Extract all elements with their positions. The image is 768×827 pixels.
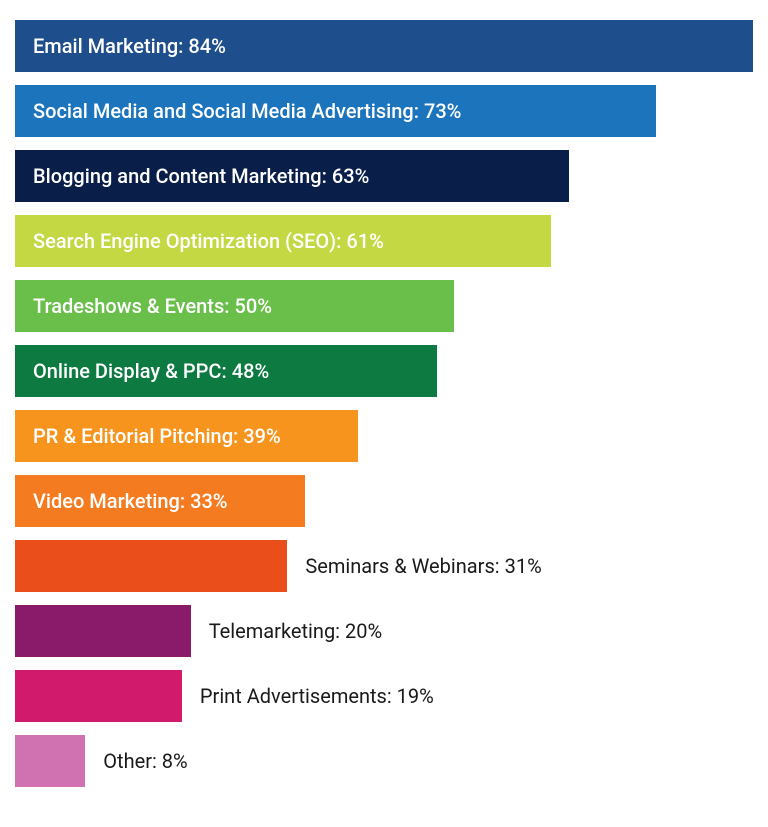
bar: Blogging and Content Marketing: 63% — [15, 150, 569, 202]
bar-label: Tradeshows & Events: 50% — [33, 294, 272, 318]
bar — [15, 670, 182, 722]
bar: Search Engine Optimization (SEO): 61% — [15, 215, 551, 267]
bar-row: PR & Editorial Pitching: 39% — [15, 410, 753, 462]
bar-label: Blogging and Content Marketing: 63% — [33, 164, 369, 188]
bar-label: Email Marketing: 84% — [33, 34, 226, 58]
bar-row: Email Marketing: 84% — [15, 20, 753, 72]
bar: Email Marketing: 84% — [15, 20, 753, 72]
bar: Social Media and Social Media Advertisin… — [15, 85, 656, 137]
bar-row: Blogging and Content Marketing: 63% — [15, 150, 753, 202]
bar-row: Telemarketing: 20% — [15, 605, 753, 657]
bar-row: Print Advertisements: 19% — [15, 670, 753, 722]
bar-row: Online Display & PPC: 48% — [15, 345, 753, 397]
bar-label: Video Marketing: 33% — [33, 489, 228, 513]
bar-row: Search Engine Optimization (SEO): 61% — [15, 215, 753, 267]
bar-row: Other: 8% — [15, 735, 753, 787]
bar-label: Search Engine Optimization (SEO): 61% — [33, 229, 384, 253]
bar-row: Social Media and Social Media Advertisin… — [15, 85, 753, 137]
bar-label: Social Media and Social Media Advertisin… — [33, 99, 461, 123]
bar-label: Telemarketing: 20% — [209, 619, 382, 643]
bar-row: Seminars & Webinars: 31% — [15, 540, 753, 592]
bar — [15, 735, 85, 787]
bar-row: Tradeshows & Events: 50% — [15, 280, 753, 332]
bar: PR & Editorial Pitching: 39% — [15, 410, 358, 462]
bar-row: Video Marketing: 33% — [15, 475, 753, 527]
bar — [15, 540, 287, 592]
bar: Video Marketing: 33% — [15, 475, 305, 527]
bar-label: Online Display & PPC: 48% — [33, 359, 269, 383]
bar: Online Display & PPC: 48% — [15, 345, 437, 397]
bar: Tradeshows & Events: 50% — [15, 280, 454, 332]
bar-label: Print Advertisements: 19% — [200, 684, 434, 708]
bar — [15, 605, 191, 657]
marketing-channels-chart: Email Marketing: 84% Social Media and Soc… — [15, 20, 753, 787]
bar-label: PR & Editorial Pitching: 39% — [33, 424, 281, 448]
bar-label: Seminars & Webinars: 31% — [305, 554, 541, 578]
bar-label: Other: 8% — [103, 749, 187, 773]
